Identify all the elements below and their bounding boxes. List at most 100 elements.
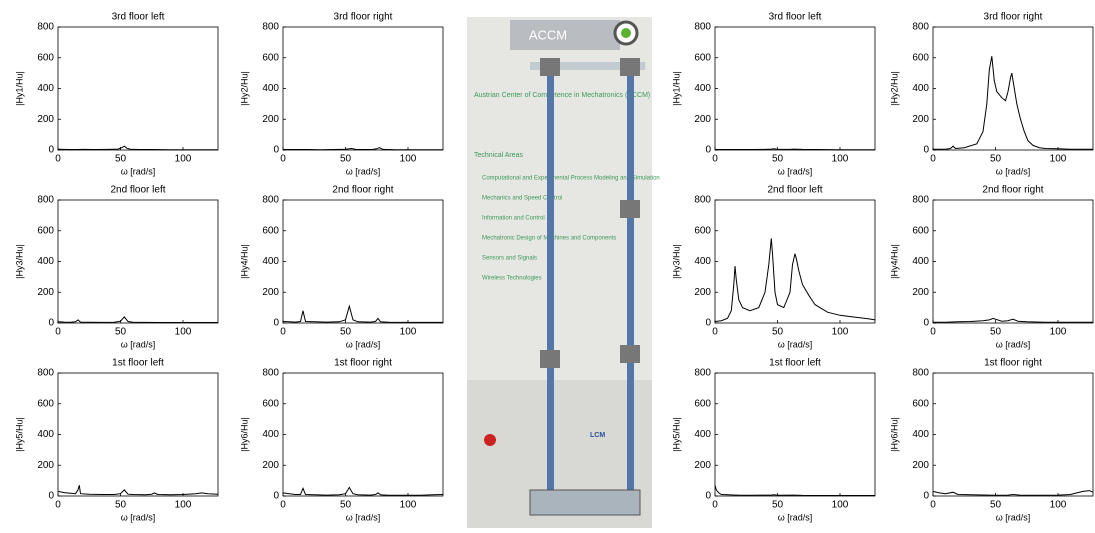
y-tick-label: 200 bbox=[37, 114, 54, 125]
x-axis-label: ω [rad/s] bbox=[346, 166, 381, 176]
rod-right bbox=[627, 65, 634, 505]
y-axis-label: |Hy1/Hu| bbox=[14, 71, 24, 106]
line bbox=[933, 56, 1093, 150]
x-tick-label: 50 bbox=[340, 500, 352, 511]
x-tick-label: 0 bbox=[712, 500, 718, 511]
y-tick-label: 800 bbox=[262, 368, 279, 379]
x-tick-label: 50 bbox=[990, 154, 1002, 165]
y-tick-label: 200 bbox=[262, 460, 279, 471]
y-tick-label: 400 bbox=[912, 256, 929, 267]
clamp bbox=[620, 58, 640, 76]
y-tick-label: 400 bbox=[694, 83, 711, 94]
y-tick-label: 400 bbox=[262, 429, 279, 440]
clamp bbox=[620, 345, 640, 363]
y-tick-label: 800 bbox=[262, 195, 279, 206]
y-tick-label: 200 bbox=[262, 287, 279, 298]
photo-base-label: LCM bbox=[590, 432, 605, 439]
plot-frame bbox=[714, 372, 876, 497]
base bbox=[529, 489, 641, 516]
y-tick-label: 0 bbox=[705, 145, 711, 156]
y-tick-label: 600 bbox=[37, 225, 54, 236]
y-tick-label: 800 bbox=[912, 368, 929, 379]
y-tick-label: 0 bbox=[48, 491, 54, 502]
y-tick-label: 800 bbox=[262, 22, 279, 33]
x-tick-label: 100 bbox=[175, 500, 192, 511]
y-tick-label: 600 bbox=[262, 398, 279, 409]
x-tick-label: 50 bbox=[990, 500, 1002, 511]
y-tick-label: 600 bbox=[912, 398, 929, 409]
y-tick-label: 0 bbox=[923, 318, 929, 329]
x-axis-label: ω [rad/s] bbox=[346, 339, 381, 349]
chart-title: 3rd floor left bbox=[769, 12, 822, 23]
y-tick-label: 200 bbox=[694, 287, 711, 298]
photo: ACCM Austrian Center of Competence in Me… bbox=[467, 17, 660, 528]
y-tick-label: 0 bbox=[705, 491, 711, 502]
plot-frame bbox=[282, 199, 444, 324]
line bbox=[283, 147, 443, 151]
y-tick-label: 400 bbox=[37, 83, 54, 94]
logo-dot bbox=[621, 28, 631, 38]
y-tick-label: 600 bbox=[262, 225, 279, 236]
y-axis-label: |Hy5/Hu| bbox=[671, 417, 681, 452]
y-tick-label: 400 bbox=[694, 256, 711, 267]
x-tick-label: 50 bbox=[772, 154, 784, 165]
x-tick-label: 0 bbox=[280, 154, 286, 165]
x-tick-label: 100 bbox=[1050, 154, 1067, 165]
x-tick-label: 0 bbox=[55, 154, 61, 165]
x-tick-label: 100 bbox=[832, 327, 849, 338]
y-tick-label: 0 bbox=[923, 491, 929, 502]
line bbox=[57, 485, 219, 496]
photo-item: Information and Control bbox=[482, 216, 545, 222]
clamp bbox=[620, 200, 640, 218]
line bbox=[714, 485, 875, 496]
x-tick-label: 50 bbox=[340, 327, 352, 338]
y-tick-label: 800 bbox=[912, 195, 929, 206]
y-axis-label: |Hy1/Hu| bbox=[671, 71, 681, 106]
x-axis-label: ω [rad/s] bbox=[996, 512, 1031, 522]
photo-item: Sensors and Signals bbox=[482, 256, 537, 262]
y-tick-label: 600 bbox=[912, 225, 929, 236]
line bbox=[715, 148, 875, 151]
y-tick-label: 800 bbox=[694, 368, 711, 379]
plot-frame bbox=[714, 199, 876, 324]
y-tick-label: 0 bbox=[48, 318, 54, 329]
y-tick-label: 200 bbox=[37, 460, 54, 471]
x-axis-label: ω [rad/s] bbox=[778, 166, 813, 176]
x-axis-label: ω [rad/s] bbox=[121, 166, 156, 176]
chart-title: 3rd floor left bbox=[112, 12, 165, 23]
chart-title: 2nd floor right bbox=[982, 185, 1043, 196]
line bbox=[932, 490, 1094, 496]
plot-frame bbox=[714, 26, 876, 151]
floor-plate bbox=[530, 62, 645, 70]
x-tick-label: 50 bbox=[772, 500, 784, 511]
photo-item: Computational and Experimental Process M… bbox=[482, 176, 660, 182]
line bbox=[714, 238, 876, 322]
plot-frame bbox=[282, 372, 444, 497]
x-axis-label: ω [rad/s] bbox=[121, 339, 156, 349]
x-axis-label: ω [rad/s] bbox=[121, 512, 156, 522]
stop-button bbox=[484, 434, 496, 446]
line bbox=[282, 304, 443, 323]
x-tick-label: 100 bbox=[832, 500, 849, 511]
x-tick-label: 0 bbox=[712, 327, 718, 338]
y-tick-label: 600 bbox=[912, 52, 929, 63]
y-tick-label: 600 bbox=[694, 52, 711, 63]
x-tick-label: 100 bbox=[832, 154, 849, 165]
x-tick-label: 0 bbox=[930, 327, 936, 338]
plot-frame bbox=[932, 372, 1094, 497]
x-tick-label: 0 bbox=[280, 327, 286, 338]
photo-section: Technical Areas bbox=[474, 152, 524, 159]
y-axis-label: |Hy5/Hu| bbox=[14, 417, 24, 452]
x-tick-label: 100 bbox=[1050, 327, 1067, 338]
y-tick-label: 0 bbox=[273, 491, 279, 502]
y-tick-label: 400 bbox=[912, 429, 929, 440]
y-axis-label: |Hy6/Hu| bbox=[239, 417, 249, 452]
y-axis-label: |Hy3/Hu| bbox=[14, 244, 24, 279]
x-tick-label: 50 bbox=[115, 327, 127, 338]
y-tick-label: 800 bbox=[694, 22, 711, 33]
y-tick-label: 0 bbox=[273, 145, 279, 156]
chart-title: 1st floor right bbox=[334, 358, 392, 369]
y-tick-label: 200 bbox=[262, 114, 279, 125]
y-tick-label: 800 bbox=[912, 22, 929, 33]
y-axis-label: |Hy4/Hu| bbox=[889, 244, 899, 279]
